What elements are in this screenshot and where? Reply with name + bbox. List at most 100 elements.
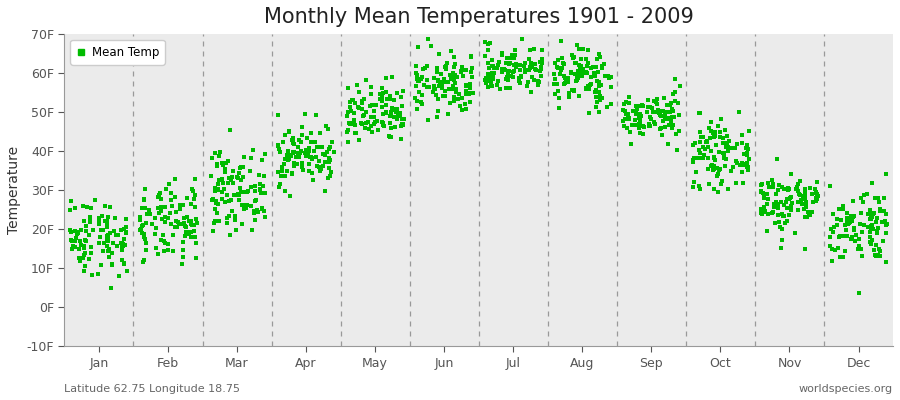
Point [230, 192, 245, 198]
Point [534, 73, 548, 79]
Point [478, 39, 492, 45]
Point [709, 142, 724, 148]
Point [653, 125, 668, 132]
Point [115, 241, 130, 248]
Point [805, 190, 819, 197]
Point [391, 110, 405, 116]
Point [132, 214, 147, 220]
Point [713, 129, 727, 135]
Point [585, 64, 599, 71]
Point [132, 217, 147, 223]
Point [375, 90, 390, 96]
Point [339, 112, 354, 119]
Point [824, 258, 839, 264]
Point [574, 56, 589, 62]
Point [100, 218, 114, 224]
Point [643, 123, 657, 129]
Point [312, 130, 327, 136]
Point [177, 223, 192, 229]
Point [448, 86, 463, 92]
Point [367, 118, 382, 125]
Point [239, 202, 254, 208]
Point [865, 214, 879, 220]
Point [135, 222, 149, 229]
Point [704, 119, 718, 125]
Point [502, 61, 517, 68]
Point [844, 218, 859, 224]
Point [548, 91, 562, 98]
Point [878, 171, 893, 177]
Point [450, 74, 464, 80]
Point [244, 202, 258, 209]
Point [376, 122, 391, 128]
Point [137, 234, 151, 241]
Point [281, 157, 295, 164]
Point [878, 218, 892, 224]
Point [393, 136, 408, 142]
Point [278, 173, 293, 179]
Point [430, 69, 445, 75]
Point [524, 60, 538, 66]
Point [258, 151, 273, 158]
Point [668, 97, 682, 104]
Point [204, 197, 219, 204]
Point [700, 138, 715, 145]
Point [312, 144, 327, 150]
Point [798, 202, 813, 208]
Point [303, 139, 318, 145]
Point [622, 115, 636, 121]
Point [157, 238, 171, 244]
Point [298, 149, 312, 156]
Point [83, 214, 97, 220]
Point [622, 116, 636, 123]
Point [115, 240, 130, 246]
Point [439, 60, 454, 66]
Point [500, 74, 515, 80]
Point [395, 88, 410, 94]
Point [770, 212, 785, 218]
Point [706, 162, 721, 169]
Point [777, 186, 791, 192]
Point [810, 179, 824, 186]
Point [835, 254, 850, 260]
Point [662, 115, 677, 122]
Point [479, 75, 493, 81]
Point [666, 108, 680, 114]
Point [238, 204, 253, 211]
Point [255, 205, 269, 212]
Point [847, 225, 861, 232]
Point [851, 243, 866, 250]
Point [234, 189, 248, 195]
Point [645, 109, 660, 115]
Point [758, 208, 772, 214]
Point [115, 247, 130, 253]
Point [340, 128, 355, 135]
Point [505, 74, 519, 80]
Point [508, 61, 523, 68]
Point [352, 136, 366, 143]
Point [767, 203, 781, 210]
Point [770, 187, 785, 193]
Point [713, 134, 727, 140]
Point [592, 89, 607, 96]
Point [98, 203, 112, 209]
Point [842, 219, 857, 226]
Point [386, 96, 400, 103]
Point [802, 211, 816, 218]
Point [226, 180, 240, 187]
Point [796, 193, 811, 200]
Point [283, 193, 297, 200]
Point [580, 63, 595, 70]
Point [590, 78, 604, 84]
Point [871, 246, 886, 252]
Point [860, 211, 875, 217]
Point [325, 139, 339, 146]
Point [189, 240, 203, 246]
Point [346, 121, 361, 127]
Point [702, 124, 716, 131]
Point [497, 65, 511, 72]
Point [355, 121, 369, 128]
Point [410, 62, 424, 69]
Point [535, 47, 549, 53]
Point [754, 188, 769, 195]
